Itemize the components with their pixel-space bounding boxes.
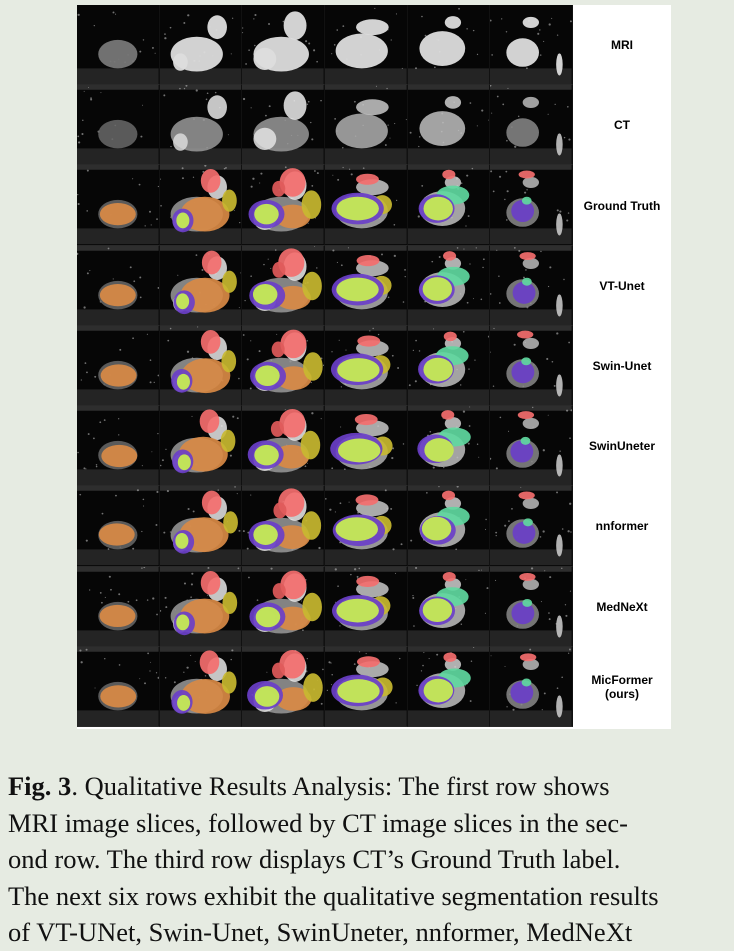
image-cell xyxy=(490,5,573,86)
image-cell xyxy=(407,486,491,567)
image-cell xyxy=(242,165,325,246)
image-cell xyxy=(77,486,160,567)
image-cell xyxy=(407,245,491,326)
image-cell xyxy=(159,486,243,567)
row-label-mednext: MedNeXt xyxy=(596,599,648,614)
row-label-ct: CT xyxy=(614,118,630,133)
caption-line-3: ond row. The third row displays CT’s Gro… xyxy=(8,844,621,874)
image-cell xyxy=(324,566,408,647)
caption-line-4: The next six rows exhibit the qualitativ… xyxy=(8,880,659,911)
row-label-mri: MRI xyxy=(611,38,633,53)
image-cell xyxy=(490,646,573,727)
image-cell xyxy=(159,566,243,647)
image-cell xyxy=(324,245,408,326)
image-cell xyxy=(159,245,243,326)
image-cell xyxy=(407,165,491,246)
image-cell xyxy=(77,165,160,246)
figure-panel: MRI CT Ground Truth VT-Unet Swin-Unet Sw… xyxy=(77,5,671,729)
image-cell xyxy=(159,85,243,166)
image-cell xyxy=(77,406,160,487)
image-cell xyxy=(407,406,491,487)
caption-line-1: Fig. 3. Qualitative Results Analysis: Th… xyxy=(8,771,610,801)
image-cell xyxy=(490,85,573,166)
image-cell xyxy=(77,325,160,407)
image-cell xyxy=(407,325,491,407)
image-cell xyxy=(242,245,325,326)
row-labels: MRI CT Ground Truth VT-Unet Swin-Unet Sw… xyxy=(573,5,671,727)
image-cell xyxy=(324,5,408,86)
row-label-micformer: MicFormer (ours) xyxy=(591,672,653,701)
image-cell xyxy=(407,566,491,647)
caption-line-5: of VT-UNet, Swin-Unet, SwinUneter, nnfor… xyxy=(8,917,633,947)
figure-caption: Fig. 3. Qualitative Results Analysis: Th… xyxy=(8,768,734,951)
image-cell xyxy=(490,406,573,487)
image-cell xyxy=(324,646,408,727)
image-cell xyxy=(159,646,243,727)
image-cell xyxy=(490,486,573,567)
image-cell xyxy=(159,325,243,407)
image-cell xyxy=(490,566,573,647)
image-cell xyxy=(490,325,573,407)
image-cell xyxy=(159,165,243,246)
image-cell xyxy=(407,5,491,86)
image-cell xyxy=(324,325,408,407)
caption-line-2: MRI image slices, followed by CT image s… xyxy=(8,807,628,838)
row-label-nnformer: nnformer xyxy=(595,519,649,534)
image-cell xyxy=(324,165,408,246)
image-cell xyxy=(242,325,325,407)
image-cell xyxy=(159,5,243,86)
row-label-vt-unet: VT-Unet xyxy=(599,278,645,293)
image-cell xyxy=(324,406,408,487)
image-cell xyxy=(407,85,491,166)
image-cell xyxy=(77,646,160,727)
image-cell xyxy=(490,165,573,246)
image-cell xyxy=(242,646,325,727)
row-label-ground-truth: Ground Truth xyxy=(583,198,661,213)
image-cell xyxy=(242,566,325,647)
image-cell xyxy=(77,5,160,86)
image-cell xyxy=(324,486,408,567)
row-label-swin-unet: Swin-Unet xyxy=(592,358,652,373)
image-grid xyxy=(77,5,573,727)
image-cell xyxy=(490,245,573,326)
image-cell xyxy=(242,85,325,166)
image-cell xyxy=(242,406,325,487)
image-cell xyxy=(324,85,408,166)
image-cell xyxy=(159,406,243,487)
image-cell xyxy=(242,5,325,86)
caption-figure-label: Fig. 3 xyxy=(8,771,72,801)
image-cell xyxy=(242,486,325,567)
image-cell xyxy=(77,245,160,326)
image-cell xyxy=(77,85,160,166)
image-cell xyxy=(77,566,160,647)
row-label-swinuneter: SwinUneter xyxy=(588,439,655,454)
image-cell xyxy=(407,646,491,727)
